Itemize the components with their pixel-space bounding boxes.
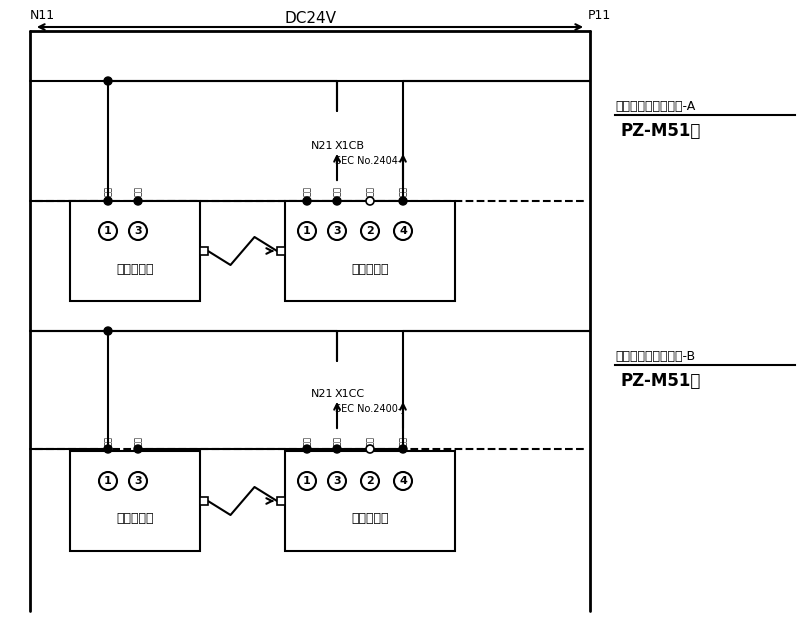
Circle shape xyxy=(104,445,112,453)
Circle shape xyxy=(303,197,311,205)
Text: 3: 3 xyxy=(333,476,341,486)
Circle shape xyxy=(104,197,112,205)
Text: 1: 1 xyxy=(303,226,311,236)
Bar xyxy=(285,451,455,551)
Text: N21: N21 xyxy=(310,389,333,399)
Bar xyxy=(70,201,200,301)
Bar xyxy=(70,451,200,551)
Circle shape xyxy=(99,472,117,490)
Text: 1: 1 xyxy=(104,476,112,486)
Circle shape xyxy=(104,327,112,335)
Text: 3: 3 xyxy=(134,476,142,486)
Text: 棕色: 棕色 xyxy=(103,436,113,446)
Text: 4: 4 xyxy=(399,476,407,486)
Text: DC24V: DC24V xyxy=(284,10,336,26)
Text: 棕色: 棕色 xyxy=(302,436,311,446)
Circle shape xyxy=(104,77,112,85)
Text: 物料位置检知光电管-A: 物料位置检知光电管-A xyxy=(615,99,695,113)
Text: P11: P11 xyxy=(588,8,611,22)
Text: N11: N11 xyxy=(30,8,55,22)
Text: SEC No.2400-J: SEC No.2400-J xyxy=(335,404,405,414)
Circle shape xyxy=(361,222,379,240)
Circle shape xyxy=(298,472,316,490)
Circle shape xyxy=(134,445,142,453)
Bar xyxy=(200,497,208,505)
Circle shape xyxy=(394,472,412,490)
Circle shape xyxy=(361,472,379,490)
Text: 黑色: 黑色 xyxy=(398,436,407,446)
Circle shape xyxy=(134,197,142,205)
Text: 物料位置检知光电管-B: 物料位置检知光电管-B xyxy=(615,349,695,363)
Text: X1CC: X1CC xyxy=(335,389,365,399)
Text: 红色: 红色 xyxy=(366,436,374,446)
Circle shape xyxy=(129,472,147,490)
Text: N21: N21 xyxy=(310,141,333,151)
Bar xyxy=(277,247,285,255)
Circle shape xyxy=(328,222,346,240)
Text: 灰色: 灰色 xyxy=(134,436,142,446)
Text: X1CB: X1CB xyxy=(335,141,365,151)
Bar xyxy=(285,201,455,301)
Circle shape xyxy=(99,222,117,240)
Text: （发射器）: （发射器） xyxy=(116,513,154,526)
Text: 棕色: 棕色 xyxy=(103,186,113,196)
Circle shape xyxy=(333,197,341,205)
Text: 黑色: 黑色 xyxy=(398,186,407,196)
Text: （发射器）: （发射器） xyxy=(116,263,154,276)
Bar xyxy=(277,497,285,505)
Circle shape xyxy=(366,445,374,453)
Circle shape xyxy=(298,222,316,240)
Circle shape xyxy=(328,472,346,490)
Text: SEC No.2404-I: SEC No.2404-I xyxy=(335,156,404,166)
Circle shape xyxy=(333,445,341,453)
Text: 棕色: 棕色 xyxy=(302,186,311,196)
Circle shape xyxy=(303,445,311,453)
Text: 灰色: 灰色 xyxy=(333,436,342,446)
Circle shape xyxy=(366,197,374,205)
Text: 2: 2 xyxy=(366,476,374,486)
Text: 4: 4 xyxy=(399,226,407,236)
Text: 3: 3 xyxy=(134,226,142,236)
Circle shape xyxy=(399,445,407,453)
Bar xyxy=(200,247,208,255)
Circle shape xyxy=(394,222,412,240)
Text: 2: 2 xyxy=(366,226,374,236)
Text: 灰色: 灰色 xyxy=(134,186,142,196)
Text: 红色: 红色 xyxy=(366,186,374,196)
Text: 1: 1 xyxy=(303,476,311,486)
Text: （接收器）: （接收器） xyxy=(351,513,389,526)
Text: （接收器）: （接收器） xyxy=(351,263,389,276)
Text: 3: 3 xyxy=(333,226,341,236)
Circle shape xyxy=(129,222,147,240)
Text: 灰色: 灰色 xyxy=(333,186,342,196)
Text: PZ-M51型: PZ-M51型 xyxy=(620,372,700,390)
Text: 1: 1 xyxy=(104,226,112,236)
Text: PZ-M51型: PZ-M51型 xyxy=(620,122,700,140)
Circle shape xyxy=(399,197,407,205)
